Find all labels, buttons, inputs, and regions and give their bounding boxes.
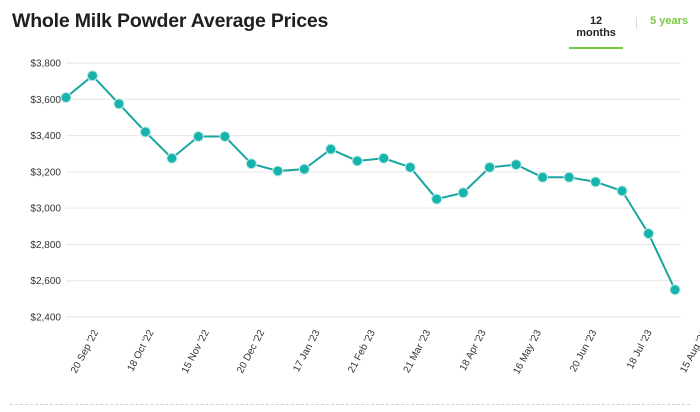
x-tick-label: 21 Feb '23: [346, 328, 378, 375]
x-tick-label: 18 Jul '23: [625, 328, 655, 371]
grid-lines: [66, 62, 681, 318]
data-point[interactable]: [590, 176, 602, 188]
y-axis-ticks: $2,400 $2,600 $2,800 $3,000 $3,200 $3,400 $3,6…: [30, 59, 61, 324]
y-tick-label: $3,000: [30, 204, 61, 215]
x-tick-label: 20 Dec '22: [235, 328, 267, 375]
data-point[interactable]: [298, 163, 310, 175]
tab-5-years[interactable]: 5 years: [650, 15, 688, 27]
y-tick-label: $2,400: [30, 313, 61, 324]
period-tabs: 12 months 5 years: [569, 15, 688, 49]
data-point[interactable]: [245, 158, 257, 170]
x-tick-label: 15 Nov '22: [180, 328, 212, 375]
data-point[interactable]: [669, 284, 681, 296]
data-point[interactable]: [139, 126, 151, 138]
data-point[interactable]: [272, 165, 284, 177]
data-point[interactable]: [537, 171, 549, 183]
data-point[interactable]: [563, 171, 575, 183]
y-tick-label: $2,800: [30, 240, 61, 251]
x-axis-ticks: 20 Sep '22 18 Oct '22 15 Nov '22 20 Dec '22…: [69, 328, 700, 376]
tab-12-months[interactable]: 12 months: [569, 15, 624, 49]
y-tick-label: $3,200: [30, 167, 61, 178]
data-point[interactable]: [113, 98, 125, 110]
y-tick-label: $2,600: [30, 276, 61, 287]
page-title: Whole Milk Powder Average Prices: [12, 10, 329, 32]
x-tick-label: 15 Aug '23: [678, 328, 700, 375]
data-point[interactable]: [616, 185, 628, 197]
data-point[interactable]: [510, 159, 522, 171]
data-point[interactable]: [484, 161, 496, 173]
x-tick-label: 20 Jun '23: [568, 328, 599, 374]
data-point[interactable]: [643, 228, 655, 240]
data-points: [60, 70, 681, 296]
y-tick-label: $3,600: [30, 95, 61, 106]
x-tick-label: 18 Apr '23: [458, 328, 489, 373]
data-point[interactable]: [219, 130, 231, 142]
data-point[interactable]: [431, 193, 443, 205]
x-tick-label: 21 Mar '23: [402, 328, 434, 375]
x-tick-label: 18 Oct '22: [126, 328, 157, 374]
x-tick-label: 17 Jan '23: [291, 328, 322, 374]
tab-divider: [636, 17, 638, 29]
x-tick-label: 16 May '23: [512, 328, 545, 376]
data-point[interactable]: [351, 155, 363, 167]
series-line-layer: [65, 74, 676, 291]
data-point[interactable]: [404, 161, 416, 173]
data-point[interactable]: [192, 130, 204, 142]
data-point[interactable]: [325, 143, 337, 155]
data-point[interactable]: [86, 70, 98, 82]
y-tick-label: $3,800: [30, 59, 61, 70]
y-tick-label: $3,400: [30, 131, 61, 142]
data-point[interactable]: [457, 187, 469, 199]
data-point[interactable]: [378, 152, 390, 164]
series-line: [65, 74, 676, 291]
bottom-divider: [10, 404, 690, 405]
x-tick-label: 20 Sep '22: [69, 328, 101, 375]
data-point[interactable]: [166, 152, 178, 164]
data-point[interactable]: [60, 91, 72, 103]
